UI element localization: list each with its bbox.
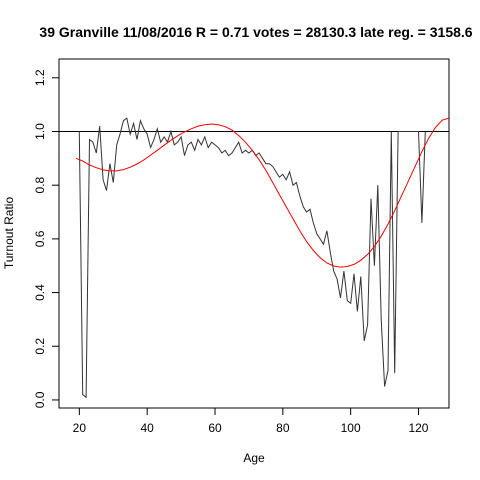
y-tick-label: 0.2: [33, 338, 47, 355]
x-tick-label: 40: [140, 421, 154, 435]
x-tick-label: 80: [276, 421, 290, 435]
x-tick-label: 20: [73, 421, 87, 435]
chart-title: 39 Granville 11/08/2016 R = 0.71 votes =…: [39, 24, 472, 40]
y-axis: 0.0 0.2 0.4 0.6 0.8 1.0 1.2: [33, 69, 60, 408]
series-line-2: [75, 117, 450, 268]
y-axis-label: Turnout Ratio: [2, 197, 16, 270]
y-tick-label: 1.0: [33, 123, 47, 140]
x-axis-label: Age: [243, 451, 265, 465]
y-tick-label: 0.4: [33, 284, 47, 301]
series-layer: [75, 117, 450, 399]
x-tick-label: 120: [408, 421, 428, 435]
x-axis: 20 40 60 80 100 120: [73, 407, 429, 435]
y-tick-label: 0.0: [33, 391, 47, 408]
x-tick-label: 60: [208, 421, 222, 435]
y-tick-label: 0.8: [33, 177, 47, 194]
y-tick-label: 0.6: [33, 230, 47, 247]
y-tick-label: 1.2: [33, 69, 47, 86]
plot-frame: [58, 58, 450, 409]
x-tick-label: 100: [341, 421, 361, 435]
series-line-1: [78, 117, 426, 399]
